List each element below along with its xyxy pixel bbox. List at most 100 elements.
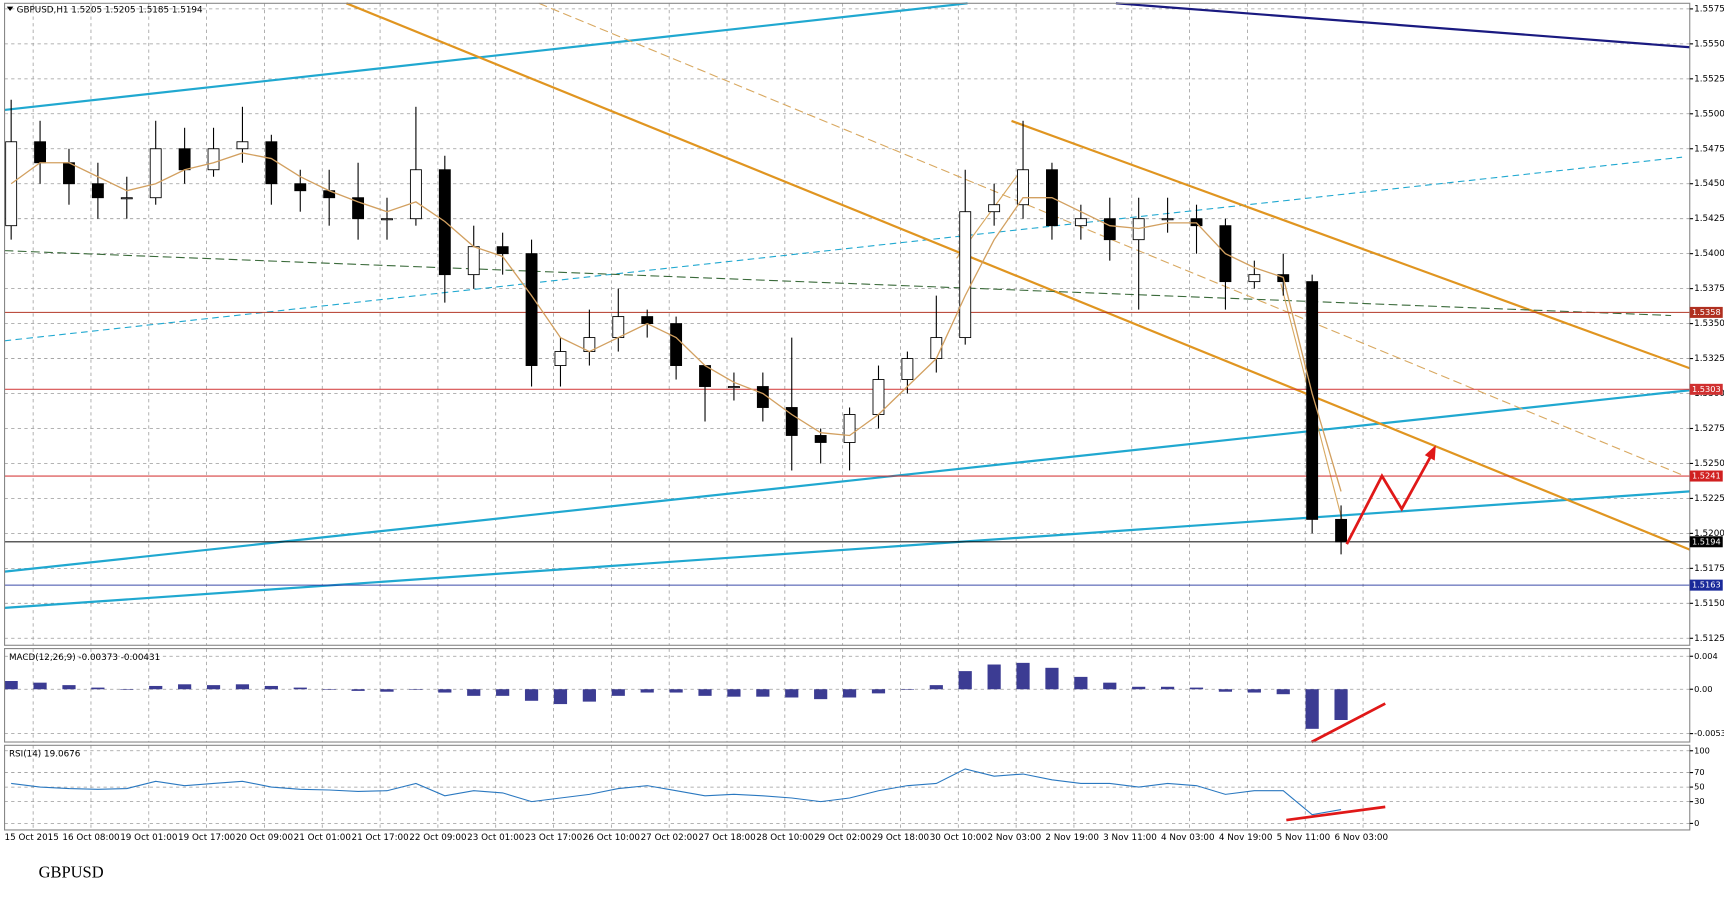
y-tick-label: 0: [1694, 818, 1699, 828]
macd-bar: [1045, 667, 1059, 690]
y-tick-label: 1.5225: [1694, 494, 1724, 504]
x-tick-label: 5 Nov 11:00: [1277, 833, 1331, 843]
candle-body: [149, 148, 162, 199]
candle-body: [699, 365, 711, 387]
title-icon: [6, 6, 14, 11]
x-tick-label: 15 Oct 2015: [5, 833, 59, 843]
y-tick-label: 1.5400: [1694, 249, 1724, 259]
x-tick-label: 30 Oct 10:00: [930, 833, 987, 843]
divergence-line: [1286, 805, 1386, 822]
y-tick-label: 1.5250: [1694, 459, 1724, 469]
macd-bar: [582, 689, 596, 702]
macd-bar: [987, 664, 1001, 690]
macd-bar: [4, 681, 18, 690]
macd-bar: [1103, 682, 1117, 690]
macd-bar: [900, 689, 914, 690]
x-tick-label: 19 Oct 17:00: [178, 833, 235, 843]
macd-bar: [958, 671, 972, 690]
y-tick-label: 1.5350: [1694, 319, 1724, 329]
y-tick-label: 50: [1694, 782, 1704, 792]
y-tick-label: 100: [1694, 745, 1710, 755]
x-tick-label: 21 Oct 17:00: [351, 833, 408, 843]
macd-bar: [380, 689, 394, 692]
candle-body: [91, 183, 104, 199]
chart-title: GBPUSD,H1 1.5205 1.5205 1.5185 1.5194: [17, 5, 203, 15]
macd-bar: [1247, 689, 1261, 693]
x-tick-label: 4 Nov 19:00: [1219, 833, 1273, 843]
trend-line: [4, 156, 1683, 342]
macd-bar: [178, 684, 192, 690]
candle-body: [178, 148, 191, 171]
trend-line: [4, 2, 968, 112]
trend-line: [4, 250, 1672, 317]
channel-line: [538, 2, 1683, 476]
candle-body: [63, 162, 75, 185]
x-tick-label: 6 Nov 03:00: [1334, 833, 1388, 843]
candle-body: [265, 141, 278, 185]
x-tick-label: 3 Nov 11:00: [1103, 833, 1157, 843]
candle-body: [467, 246, 480, 276]
x-tick-label: 27 Oct 02:00: [641, 833, 698, 843]
candle-body: [1306, 281, 1319, 520]
candle-body: [1074, 218, 1087, 227]
candle-body: [409, 169, 422, 220]
macd-bar: [467, 689, 481, 696]
macd-bar: [698, 689, 712, 696]
macd-bar: [640, 689, 654, 693]
candle-body: [1190, 218, 1203, 227]
macd-bar: [814, 689, 828, 700]
level-label: 1.5303: [1692, 384, 1721, 394]
y-tick-label: 1.5375: [1694, 284, 1724, 294]
forecast-arrow: [1345, 454, 1433, 545]
y-tick-label: -0.00538: [1694, 728, 1724, 738]
x-tick-label: 23 Oct 17:00: [525, 833, 582, 843]
x-tick-label: 22 Oct 09:00: [409, 833, 466, 843]
y-tick-label: 1.5125: [1694, 634, 1724, 644]
arrow-head: [1424, 445, 1436, 461]
level-tag: [1689, 536, 1723, 548]
macd-bar: [785, 689, 799, 698]
y-tick-label: 1.5275: [1694, 424, 1724, 434]
macd-bar: [293, 687, 307, 690]
y-tick-label: 1.5175: [1694, 564, 1724, 574]
candle-body: [843, 414, 856, 443]
x-tick-label: 2 Nov 19:00: [1045, 833, 1099, 843]
macd-bar: [1218, 689, 1233, 692]
x-tick-label: 4 Nov 03:00: [1161, 833, 1215, 843]
levels-layer: [4, 311, 1690, 586]
macd-bar: [1161, 686, 1175, 690]
x-tick-label: 21 Oct 01:00: [294, 833, 351, 843]
candle-body: [525, 253, 538, 366]
x-tick-label: 16 Oct 08:00: [62, 833, 119, 843]
macd-bar: [120, 689, 134, 690]
macd-bar: [1189, 687, 1204, 690]
macd-title: MACD(12,26,9) -0.00373 -0.00431: [9, 653, 160, 663]
candle-body: [294, 183, 307, 192]
macd-bar: [33, 682, 47, 690]
y-tick-label: 1.5525: [1694, 74, 1724, 84]
y-tick-label: 0.004: [1694, 651, 1718, 661]
channel-line: [346, 2, 1691, 551]
candle-body: [959, 211, 972, 339]
candle-body: [988, 204, 1001, 213]
macd-bar: [1334, 689, 1348, 721]
caption: GBPUSD: [39, 863, 104, 882]
y-tick-label: 1.5150: [1694, 599, 1724, 609]
candle-body: [34, 141, 47, 164]
macd-bar: [756, 689, 770, 697]
rsi-title: RSI(14) 19.0676: [9, 750, 81, 760]
candle-body: [901, 358, 914, 380]
macd-bar: [438, 689, 452, 693]
macd-panel: [4, 648, 1691, 743]
macd-bar: [1305, 689, 1319, 729]
level-tag: [1689, 383, 1723, 395]
y-tick-label: 1.5325: [1694, 354, 1724, 364]
macd-bar: [611, 689, 625, 696]
x-tick-label: 29 Oct 18:00: [872, 833, 929, 843]
y-tick-label: 30: [1694, 796, 1704, 806]
macd-bar: [496, 689, 510, 696]
y-tick-label: 1.5500: [1694, 109, 1724, 119]
divergence-line: [1310, 702, 1386, 744]
